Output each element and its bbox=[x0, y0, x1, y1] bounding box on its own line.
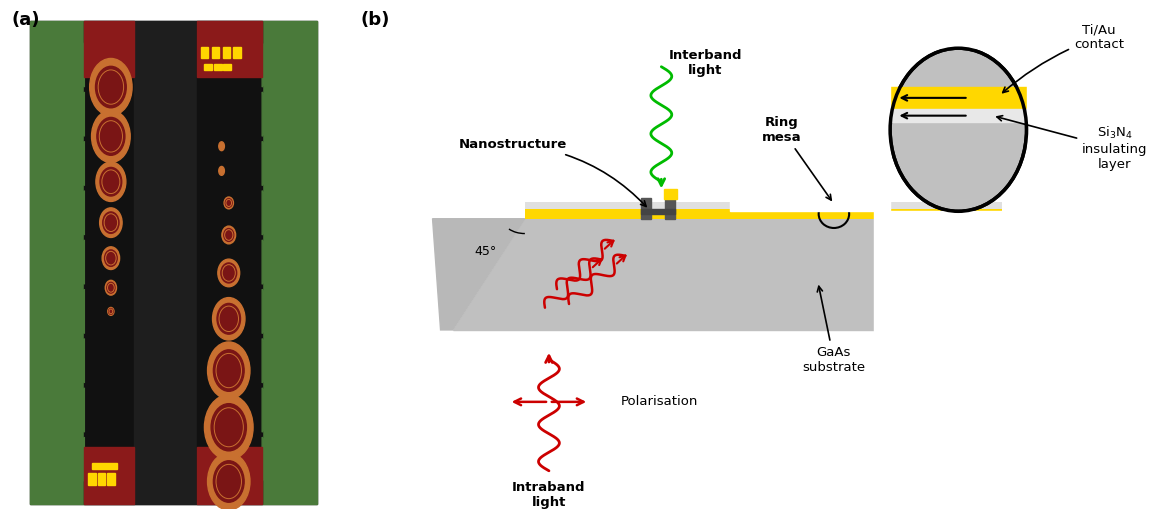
Polygon shape bbox=[77, 289, 84, 334]
Bar bbox=[641, 198, 651, 218]
Ellipse shape bbox=[225, 199, 232, 207]
Polygon shape bbox=[77, 338, 84, 383]
Bar bbox=[664, 189, 677, 199]
Bar bbox=[84, 447, 134, 503]
Polygon shape bbox=[77, 141, 84, 186]
Bar bbox=[92, 463, 117, 469]
Ellipse shape bbox=[224, 228, 233, 241]
Bar bbox=[223, 64, 231, 70]
Ellipse shape bbox=[208, 453, 249, 510]
Text: Ring
mesa: Ring mesa bbox=[762, 116, 832, 200]
Ellipse shape bbox=[208, 342, 249, 399]
Ellipse shape bbox=[91, 110, 131, 162]
Ellipse shape bbox=[90, 59, 132, 116]
Ellipse shape bbox=[211, 404, 246, 451]
Bar bbox=[84, 20, 134, 77]
Polygon shape bbox=[77, 92, 84, 136]
Bar bbox=[524, 209, 1003, 218]
Text: Si$_3$N$_4$
insulating
layer: Si$_3$N$_4$ insulating layer bbox=[997, 116, 1148, 171]
Polygon shape bbox=[262, 437, 269, 482]
Text: Interband
light: Interband light bbox=[669, 49, 743, 77]
Polygon shape bbox=[262, 388, 269, 432]
Ellipse shape bbox=[105, 280, 117, 295]
Polygon shape bbox=[262, 289, 269, 334]
Bar bbox=[201, 47, 208, 59]
Text: Intraband
light: Intraband light bbox=[512, 481, 586, 509]
Bar bbox=[1027, 48, 1155, 211]
Circle shape bbox=[218, 167, 224, 175]
Bar bbox=[214, 64, 222, 70]
Bar bbox=[98, 473, 105, 485]
Polygon shape bbox=[262, 141, 269, 186]
Bar bbox=[223, 47, 230, 59]
Bar bbox=[262, 20, 316, 503]
Bar bbox=[233, 47, 241, 59]
Bar bbox=[196, 20, 262, 77]
Ellipse shape bbox=[106, 282, 116, 293]
Polygon shape bbox=[262, 338, 269, 383]
Polygon shape bbox=[262, 240, 269, 284]
Text: Nanostructure: Nanostructure bbox=[459, 138, 646, 207]
Bar bbox=[730, 48, 891, 211]
Text: (a): (a) bbox=[12, 10, 39, 29]
Ellipse shape bbox=[218, 259, 240, 286]
Ellipse shape bbox=[97, 117, 125, 155]
Polygon shape bbox=[77, 388, 84, 432]
Polygon shape bbox=[262, 43, 269, 87]
Ellipse shape bbox=[105, 250, 117, 266]
Bar bbox=[665, 192, 675, 218]
Ellipse shape bbox=[222, 226, 236, 244]
Bar bbox=[211, 47, 219, 59]
Ellipse shape bbox=[96, 66, 126, 108]
Polygon shape bbox=[453, 218, 1003, 330]
Text: Ti/Au
contact: Ti/Au contact bbox=[1003, 23, 1124, 92]
Bar bbox=[89, 473, 96, 485]
Ellipse shape bbox=[109, 308, 113, 315]
Polygon shape bbox=[77, 190, 84, 235]
Polygon shape bbox=[77, 437, 84, 482]
Ellipse shape bbox=[214, 461, 244, 502]
Ellipse shape bbox=[107, 307, 114, 316]
Circle shape bbox=[218, 142, 224, 151]
Polygon shape bbox=[77, 240, 84, 284]
Bar bbox=[196, 447, 262, 503]
Polygon shape bbox=[77, 43, 84, 87]
Bar bbox=[524, 202, 1003, 209]
Ellipse shape bbox=[221, 263, 237, 283]
Ellipse shape bbox=[891, 48, 1027, 211]
Bar bbox=[641, 209, 675, 213]
Bar bbox=[891, 109, 1027, 122]
Polygon shape bbox=[262, 92, 269, 136]
Ellipse shape bbox=[213, 297, 245, 340]
Ellipse shape bbox=[103, 212, 119, 234]
Bar bbox=[204, 64, 213, 70]
Ellipse shape bbox=[100, 168, 121, 196]
Bar bbox=[107, 473, 114, 485]
Text: GaAs
substrate: GaAs substrate bbox=[803, 286, 865, 374]
Text: (b): (b) bbox=[360, 11, 389, 29]
Polygon shape bbox=[262, 190, 269, 235]
Ellipse shape bbox=[217, 304, 240, 334]
Ellipse shape bbox=[99, 208, 122, 238]
Ellipse shape bbox=[214, 350, 244, 391]
Ellipse shape bbox=[102, 247, 120, 269]
Bar bbox=[134, 20, 196, 503]
Bar bbox=[196, 20, 262, 503]
Bar bbox=[891, 87, 1027, 109]
Bar bbox=[874, 211, 1043, 360]
Bar bbox=[30, 20, 84, 503]
Polygon shape bbox=[432, 218, 524, 330]
Text: 45°: 45° bbox=[475, 244, 497, 257]
Text: Polarisation: Polarisation bbox=[621, 395, 699, 408]
Ellipse shape bbox=[96, 162, 126, 201]
Ellipse shape bbox=[224, 197, 233, 209]
Bar bbox=[874, 0, 1043, 48]
Bar bbox=[84, 20, 134, 503]
Ellipse shape bbox=[204, 395, 253, 460]
